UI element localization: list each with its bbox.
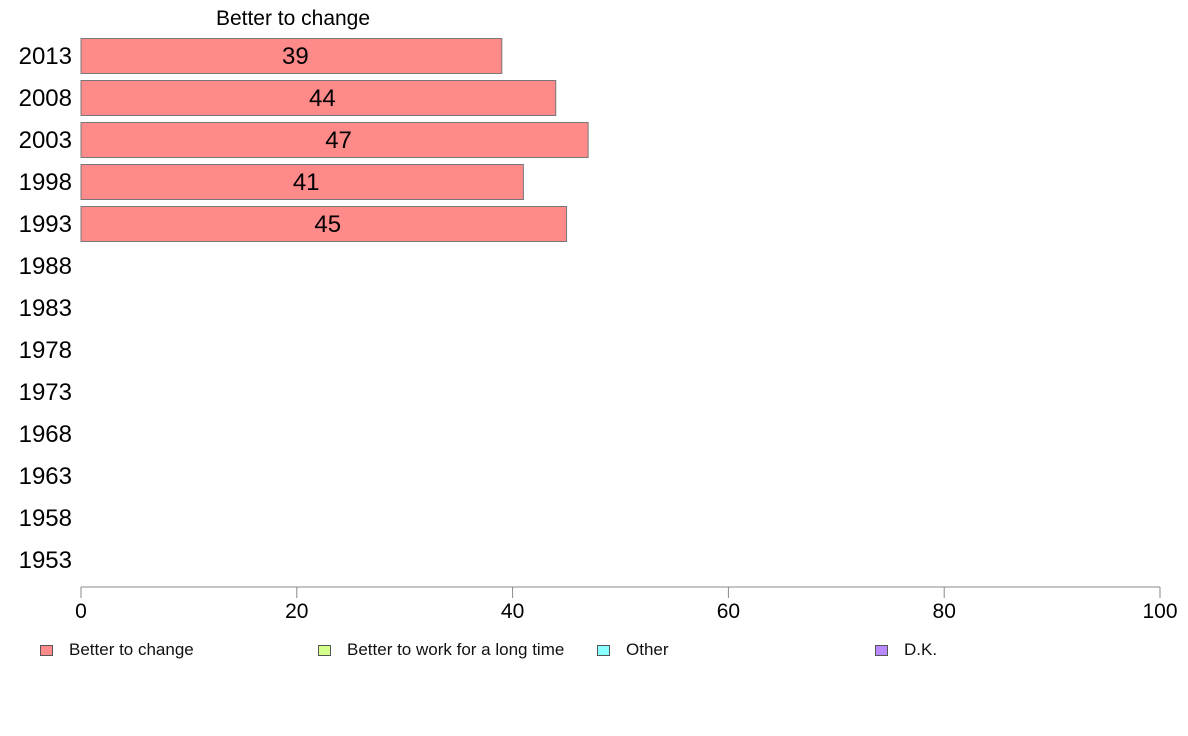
legend-swatch [40,644,53,656]
bar-2013 [80,38,503,74]
x-tick-label-100: 100 [1142,600,1177,623]
legend-swatch [597,644,610,656]
y-tick-label-1968: 1968 [19,421,72,448]
legend-swatch [875,644,888,656]
y-tick-label-1983: 1983 [19,295,72,322]
y-tick-label-1973: 1973 [19,379,72,406]
y-tick-label-2008: 2008 [19,85,72,112]
y-tick-label-1958: 1958 [19,505,72,532]
y-tick-label-1988: 1988 [19,253,72,280]
legend-item-better-to-change: Better to change [40,640,194,660]
x-tick-label-60: 60 [717,600,740,623]
y-tick-label-2013: 2013 [19,43,72,70]
x-tick-label-0: 0 [75,600,87,623]
legend-label: Better to change [69,640,194,659]
x-tick-label-40: 40 [501,600,524,623]
y-axis-labels: 2013 2008 2003 1998 1993 1988 1983 1978 1973 1968… [19,43,72,574]
y-tick-label-1998: 1998 [19,169,72,196]
legend: Better to change Better to work for a lo… [0,638,1188,662]
legend-label: D.K. [904,640,938,659]
bar-1998 [80,164,524,200]
legend-label: Other [626,640,669,659]
data-label-2008: 44 [309,85,336,112]
legend-item-dk: D.K. [875,640,937,660]
data-label-1993: 45 [314,211,341,238]
x-axis: 0 20 40 60 80 100 [75,586,1178,623]
bar-1993 [80,206,568,242]
legend-swatch [318,644,331,656]
legend-label: Better to work for a long time [347,640,565,659]
bar-2003 [80,122,589,158]
legend-item-better-to-work-long-time: Better to work for a long time [318,640,564,660]
data-label-2003: 47 [325,127,352,154]
legend-item-other: Other [597,640,669,660]
y-tick-label-1953: 1953 [19,547,72,574]
data-label-2013: 39 [282,43,309,70]
chart-title: Better to change [216,7,370,30]
y-tick-label-1978: 1978 [19,337,72,364]
x-tick-label-80: 80 [933,600,956,623]
bar-2008 [80,80,557,116]
y-tick-label-1993: 1993 [19,211,72,238]
y-tick-label-1963: 1963 [19,463,72,490]
x-tick-label-20: 20 [285,600,308,623]
y-tick-label-2003: 2003 [19,127,72,154]
data-label-1998: 41 [293,169,320,196]
